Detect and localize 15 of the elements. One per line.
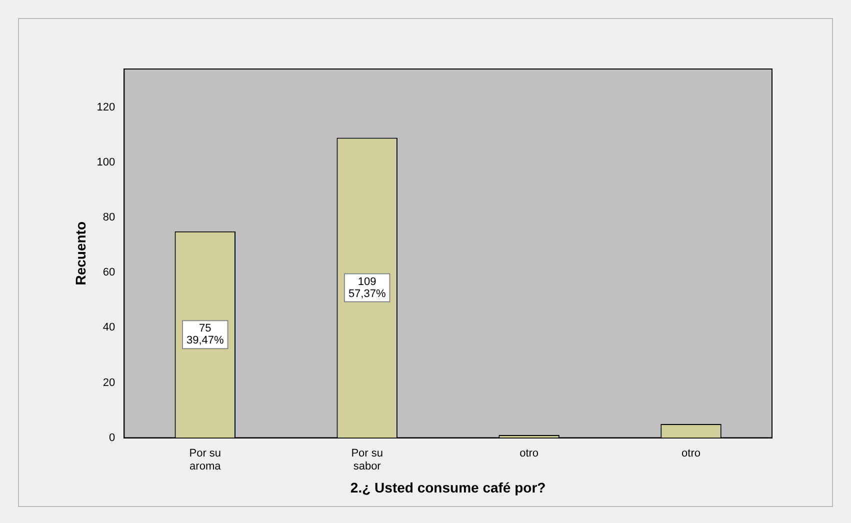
x-tick-label: otro [682,447,701,460]
y-tick-label: 80 [102,212,116,224]
y-tick-label: 120 [96,102,116,114]
y-axis-title: Recuento [72,222,88,286]
y-tick-label: 60 [102,266,116,279]
data-label: 109 57,37% [348,276,386,300]
x-axis-title: 2.¿ Usted consume café por? [350,479,546,496]
y-tick-label: 0 [109,432,116,444]
y-tick-label: 20 [102,376,116,389]
y-tick-label: 100 [96,156,116,169]
y-tick-label: 40 [102,322,116,334]
x-tick-label: Por su aroma [189,447,222,473]
data-label: 75 39,47% [186,322,224,347]
x-tick-label: otro [520,447,539,460]
x-tick-label: Por su sabor [351,447,383,473]
